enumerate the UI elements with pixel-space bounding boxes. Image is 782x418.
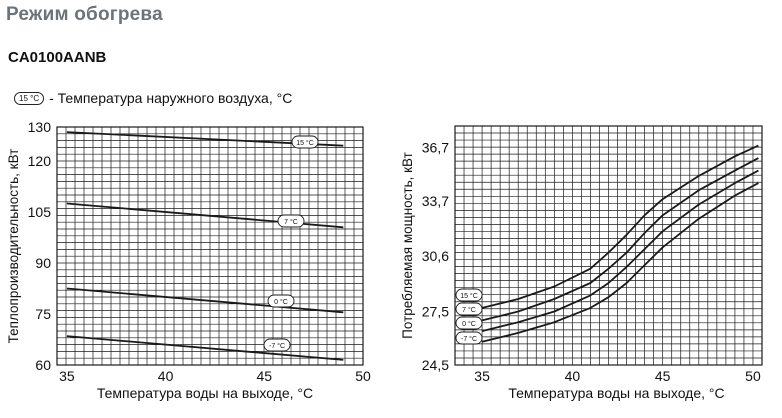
plot-border bbox=[454, 125, 763, 366]
x-tick-label: 45 bbox=[655, 368, 671, 384]
y-tick-label: 27,5 bbox=[422, 303, 449, 319]
x-tick-label: 35 bbox=[474, 368, 490, 384]
x-tick-label: 50 bbox=[745, 368, 761, 384]
x-tick-label: 50 bbox=[355, 368, 371, 384]
y-tick-label: 60 bbox=[35, 357, 51, 373]
series-label-pill bbox=[263, 338, 291, 352]
legend-text: - Температура наружного воздуха, °C bbox=[49, 90, 293, 106]
series-line bbox=[66, 287, 344, 314]
series-label: 15 °C bbox=[455, 288, 483, 302]
y-axis-label: Теплопроизводительность, кВт bbox=[6, 149, 21, 344]
y-tick-label: 30,6 bbox=[422, 248, 449, 264]
model-name: CA0100AANB bbox=[8, 49, 107, 66]
series-label: 15 °C bbox=[291, 135, 319, 149]
chart-1: 35 40 45 50 60 75 90 105 120 130 Температура воды … bbox=[6, 119, 371, 401]
series-label: 0 °C bbox=[455, 316, 483, 330]
page-title: Режим обогрева bbox=[6, 4, 163, 25]
x-tick-label: 40 bbox=[565, 368, 581, 384]
y-tick-label: 33,7 bbox=[422, 193, 449, 209]
series-label: 7 °C bbox=[455, 302, 483, 316]
series-label: 7 °C bbox=[277, 214, 305, 228]
series-line bbox=[481, 157, 759, 322]
series-label-text: 0 °C bbox=[462, 320, 476, 328]
series-label-pill bbox=[455, 288, 483, 302]
series-line bbox=[481, 182, 759, 343]
series-line bbox=[481, 144, 759, 309]
x-axis-label: Температура воды на выходе, °C bbox=[97, 385, 313, 401]
series-label: 0 °C bbox=[267, 294, 295, 308]
y-tick-label: 24,5 bbox=[422, 357, 449, 373]
series-label-pill bbox=[455, 302, 483, 316]
series-label-text: -7 °C bbox=[269, 342, 285, 350]
series-line bbox=[66, 335, 344, 361]
series-label-text: 7 °C bbox=[284, 218, 298, 226]
series-label-pill bbox=[267, 294, 295, 308]
y-tick-label: 130 bbox=[28, 119, 52, 135]
chart-2: 35 40 45 50 24,5 27,5 30,6 33,7 36,7 Температура … bbox=[400, 125, 763, 401]
series-label-pill bbox=[455, 316, 483, 330]
y-tick-label: 120 bbox=[28, 153, 52, 169]
series-label: -7 °C bbox=[263, 338, 291, 352]
series-label-text: 7 °C bbox=[462, 306, 476, 314]
series-label-text: 15 °C bbox=[296, 139, 314, 147]
series-label-pill bbox=[291, 135, 319, 149]
legend-badge: 15 °C bbox=[14, 91, 45, 105]
chart-grid bbox=[56, 126, 364, 366]
series-label-text: -7 °C bbox=[461, 335, 477, 343]
legend-note: 15 °C - Температура наружного воздуха, °… bbox=[14, 90, 292, 106]
series-label-text: 0 °C bbox=[274, 298, 288, 306]
x-tick-label: 45 bbox=[257, 368, 273, 384]
plot-border bbox=[56, 126, 364, 366]
y-tick-label: 75 bbox=[35, 306, 51, 322]
series-label-pill bbox=[455, 331, 483, 345]
chart-grid bbox=[454, 125, 763, 366]
series-label-text: 15 °C bbox=[460, 292, 478, 300]
series-label-pill bbox=[277, 214, 305, 228]
x-tick-label: 40 bbox=[158, 368, 174, 384]
x-tick-label: 35 bbox=[59, 368, 75, 384]
y-tick-label: 90 bbox=[35, 255, 51, 271]
y-tick-label: 105 bbox=[28, 204, 52, 220]
series-line bbox=[481, 169, 759, 332]
x-axis-label: Температура воды на выходе, °C bbox=[508, 385, 724, 401]
y-tick-label: 36,7 bbox=[422, 139, 449, 155]
series-label: -7 °C bbox=[455, 331, 483, 345]
y-axis-label: Потребляемая мощность, кВт bbox=[400, 152, 415, 339]
